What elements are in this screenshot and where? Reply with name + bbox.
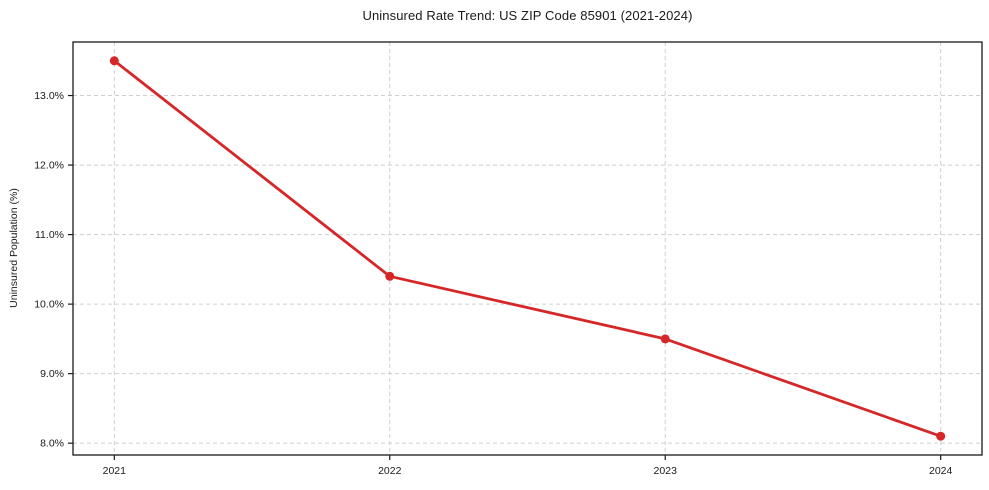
x-tick-label: 2022 xyxy=(378,465,402,477)
y-tick-label: 13.0% xyxy=(34,90,64,102)
y-tick-label: 12.0% xyxy=(34,160,64,172)
data-point-2023 xyxy=(660,334,670,344)
x-tick-label: 2024 xyxy=(929,465,953,477)
axis-spines xyxy=(72,41,983,456)
data-point-2022 xyxy=(385,271,395,281)
data-point-2021 xyxy=(109,56,119,66)
x-tick-label: 2023 xyxy=(654,465,678,477)
y-tick-label: 8.0% xyxy=(40,438,64,450)
trend-line xyxy=(112,59,943,438)
chart-title: Uninsured Rate Trend: US ZIP Code 85901 … xyxy=(362,8,693,23)
data-point-2024 xyxy=(936,431,946,441)
y-tick-label: 9.0% xyxy=(40,368,64,380)
x-tick-label: 2021 xyxy=(103,465,127,477)
y-tick-label: 11.0% xyxy=(35,229,64,241)
y-tick-label: 10.0% xyxy=(34,299,64,311)
